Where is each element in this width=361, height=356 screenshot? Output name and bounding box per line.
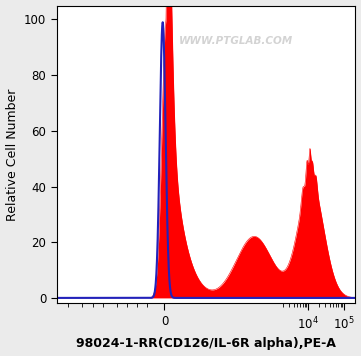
Y-axis label: Relative Cell Number: Relative Cell Number: [5, 88, 18, 221]
Text: WWW.PTGLAB.COM: WWW.PTGLAB.COM: [178, 36, 293, 46]
X-axis label: 98024-1-RR(CD126/IL-6R alpha),PE-A: 98024-1-RR(CD126/IL-6R alpha),PE-A: [76, 337, 336, 350]
